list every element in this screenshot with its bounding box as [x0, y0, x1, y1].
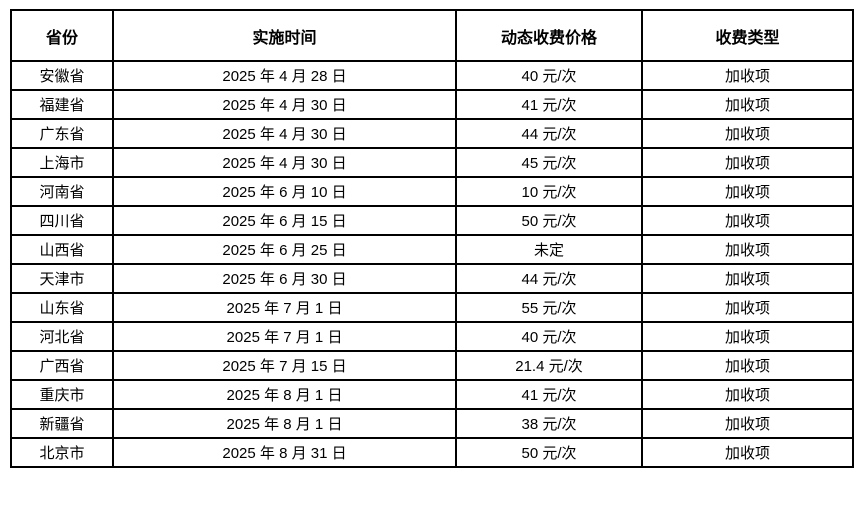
table-row: 河南省 2025 年 6 月 10 日 10 元/次 加收项	[10, 176, 854, 207]
type-cell: 加收项	[641, 437, 854, 468]
date-cell: 2025 年 6 月 10 日	[112, 176, 457, 207]
price-cell: 10 元/次	[455, 176, 643, 207]
table-row: 新疆省 2025 年 8 月 1 日 38 元/次 加收项	[10, 408, 854, 439]
price-cell: 40 元/次	[455, 321, 643, 352]
price-cell: 55 元/次	[455, 292, 643, 323]
date-cell: 2025 年 4 月 28 日	[112, 60, 457, 91]
type-cell: 加收项	[641, 118, 854, 149]
province-cell: 重庆市	[10, 379, 114, 410]
province-cell: 河北省	[10, 321, 114, 352]
province-cell: 天津市	[10, 263, 114, 294]
date-cell: 2025 年 4 月 30 日	[112, 118, 457, 149]
type-cell: 加收项	[641, 60, 854, 91]
province-cell: 上海市	[10, 147, 114, 178]
type-cell: 加收项	[641, 176, 854, 207]
date-cell: 2025 年 6 月 30 日	[112, 263, 457, 294]
table-row: 上海市 2025 年 4 月 30 日 45 元/次 加收项	[10, 147, 854, 178]
price-cell: 50 元/次	[455, 205, 643, 236]
date-cell: 2025 年 7 月 1 日	[112, 292, 457, 323]
header-implementation-date: 实施时间	[112, 9, 457, 62]
price-cell: 38 元/次	[455, 408, 643, 439]
type-cell: 加收项	[641, 234, 854, 265]
table-row: 重庆市 2025 年 8 月 1 日 41 元/次 加收项	[10, 379, 854, 410]
table-row: 山东省 2025 年 7 月 1 日 55 元/次 加收项	[10, 292, 854, 323]
type-cell: 加收项	[641, 205, 854, 236]
type-cell: 加收项	[641, 292, 854, 323]
type-cell: 加收项	[641, 379, 854, 410]
date-cell: 2025 年 7 月 1 日	[112, 321, 457, 352]
fee-table: 省份 实施时间 动态收费价格 收费类型 安徽省 2025 年 4 月 28 日 40…	[10, 9, 854, 468]
date-cell: 2025 年 6 月 25 日	[112, 234, 457, 265]
table-row: 天津市 2025 年 6 月 30 日 44 元/次 加收项	[10, 263, 854, 294]
price-cell: 44 元/次	[455, 118, 643, 149]
price-cell: 45 元/次	[455, 147, 643, 178]
province-cell: 北京市	[10, 437, 114, 468]
table-row: 安徽省 2025 年 4 月 28 日 40 元/次 加收项	[10, 60, 854, 91]
price-cell: 41 元/次	[455, 379, 643, 410]
header-province: 省份	[10, 9, 114, 62]
table-row: 四川省 2025 年 6 月 15 日 50 元/次 加收项	[10, 205, 854, 236]
header-row: 省份 实施时间 动态收费价格 收费类型	[10, 9, 854, 62]
type-cell: 加收项	[641, 263, 854, 294]
table-row: 河北省 2025 年 7 月 1 日 40 元/次 加收项	[10, 321, 854, 352]
date-cell: 2025 年 8 月 1 日	[112, 408, 457, 439]
table-row: 广东省 2025 年 4 月 30 日 44 元/次 加收项	[10, 118, 854, 149]
price-cell: 44 元/次	[455, 263, 643, 294]
table-header: 省份 实施时间 动态收费价格 收费类型	[10, 9, 854, 62]
province-cell: 安徽省	[10, 60, 114, 91]
date-cell: 2025 年 8 月 31 日	[112, 437, 457, 468]
type-cell: 加收项	[641, 89, 854, 120]
table-body: 安徽省 2025 年 4 月 28 日 40 元/次 加收项 福建省 2025 年 4 月…	[10, 60, 854, 468]
province-cell: 河南省	[10, 176, 114, 207]
province-cell: 福建省	[10, 89, 114, 120]
price-cell: 未定	[455, 234, 643, 265]
date-cell: 2025 年 6 月 15 日	[112, 205, 457, 236]
date-cell: 2025 年 4 月 30 日	[112, 147, 457, 178]
province-cell: 四川省	[10, 205, 114, 236]
date-cell: 2025 年 8 月 1 日	[112, 379, 457, 410]
type-cell: 加收项	[641, 408, 854, 439]
table-row: 福建省 2025 年 4 月 30 日 41 元/次 加收项	[10, 89, 854, 120]
price-cell: 40 元/次	[455, 60, 643, 91]
fee-table-container: 省份 实施时间 动态收费价格 收费类型 安徽省 2025 年 4 月 28 日 40…	[10, 9, 854, 468]
province-cell: 新疆省	[10, 408, 114, 439]
price-cell: 50 元/次	[455, 437, 643, 468]
table-row: 北京市 2025 年 8 月 31 日 50 元/次 加收项	[10, 437, 854, 468]
type-cell: 加收项	[641, 321, 854, 352]
type-cell: 加收项	[641, 350, 854, 381]
table-row: 山西省 2025 年 6 月 25 日未定 加收项	[10, 234, 854, 265]
date-cell: 2025 年 7 月 15 日	[112, 350, 457, 381]
province-cell: 广东省	[10, 118, 114, 149]
header-fee-type: 收费类型	[641, 9, 854, 62]
province-cell: 广西省	[10, 350, 114, 381]
type-cell: 加收项	[641, 147, 854, 178]
price-cell: 41 元/次	[455, 89, 643, 120]
province-cell: 山西省	[10, 234, 114, 265]
price-cell: 21.4 元/次	[455, 350, 643, 381]
province-cell: 山东省	[10, 292, 114, 323]
header-dynamic-fee-price: 动态收费价格	[455, 9, 643, 62]
table-row: 广西省 2025 年 7 月 15 日 21.4 元/次 加收项	[10, 350, 854, 381]
date-cell: 2025 年 4 月 30 日	[112, 89, 457, 120]
